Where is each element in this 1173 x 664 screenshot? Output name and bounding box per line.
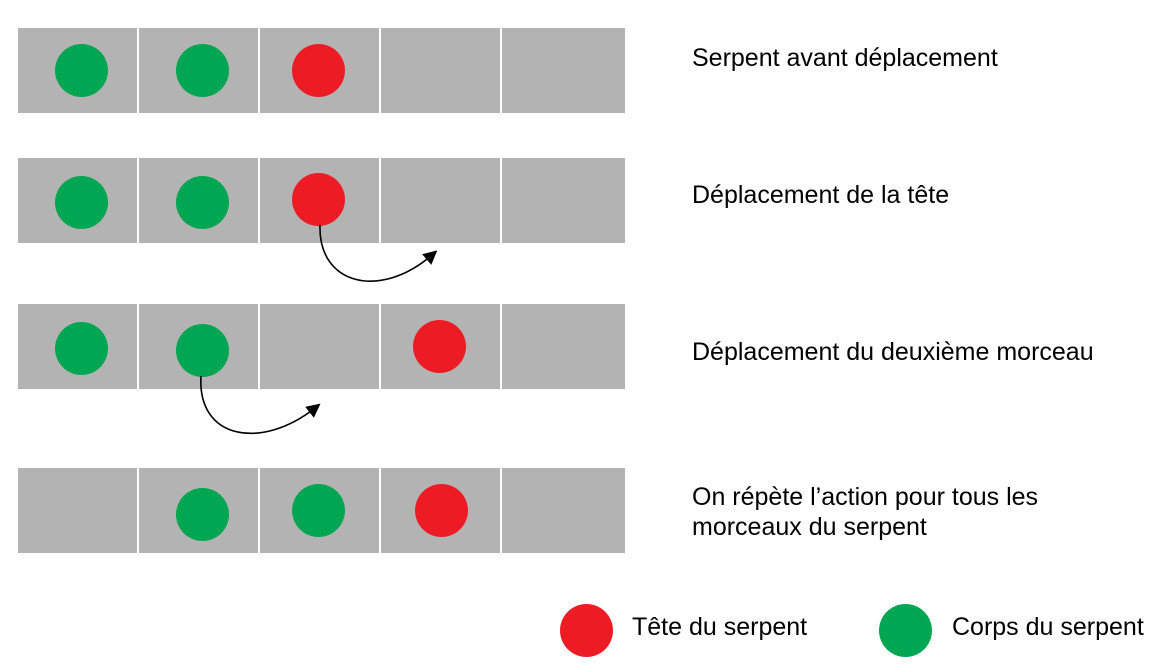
step-2-cell-2 xyxy=(139,158,260,243)
snake-body-segment xyxy=(292,484,345,537)
snake-body-segment xyxy=(176,488,229,541)
step-4-row xyxy=(18,468,625,553)
snake-head xyxy=(415,484,468,537)
step-1-caption: Serpent avant déplacement xyxy=(692,44,998,72)
step-3-cell-3 xyxy=(260,304,381,389)
step-4-cell-1 xyxy=(18,468,139,553)
snake-body-segment xyxy=(55,322,108,375)
legend-head-label: Tête du serpent xyxy=(632,613,808,641)
step-3-row xyxy=(18,304,625,389)
step-4-cell-5 xyxy=(502,468,625,553)
legend-head-swatch xyxy=(560,604,613,657)
snake-head xyxy=(292,173,345,226)
step-4-cell-2 xyxy=(139,468,260,553)
step-1-cell-3 xyxy=(260,28,381,113)
step-3-cell-1 xyxy=(18,304,139,389)
step-4-cell-3 xyxy=(260,468,381,553)
snake-head xyxy=(413,320,466,373)
step-1-cell-1 xyxy=(18,28,139,113)
step-2-cell-1 xyxy=(18,158,139,243)
snake-body-segment xyxy=(55,44,108,97)
step-2-cell-5 xyxy=(502,158,625,243)
snake-body-segment xyxy=(176,176,229,229)
snake-body-segment xyxy=(176,44,229,97)
step-1-cell-5 xyxy=(502,28,625,113)
step-3-cell-5 xyxy=(502,304,625,389)
step-3-caption: Déplacement du deuxième morceau xyxy=(692,338,1094,366)
step-1-cell-4 xyxy=(381,28,502,113)
snake-body-segment xyxy=(55,176,108,229)
step-2-cell-3 xyxy=(260,158,381,243)
step-4-caption: On répète l’action pour tous les morceau… xyxy=(692,483,1039,541)
step-2-caption: Déplacement de la tête xyxy=(692,181,950,209)
step-2-cell-4 xyxy=(381,158,502,243)
legend-body-label: Corps du serpent xyxy=(952,613,1144,641)
step-1-cell-2 xyxy=(139,28,260,113)
step-1-row xyxy=(18,28,625,113)
snake-head xyxy=(292,44,345,97)
step-2-row xyxy=(18,158,625,243)
step-4-cell-4 xyxy=(381,468,502,553)
snake-body-segment xyxy=(176,324,229,377)
legend-body-swatch xyxy=(879,604,932,657)
step-3-cell-4 xyxy=(381,304,502,389)
step-3-cell-2 xyxy=(139,304,260,389)
